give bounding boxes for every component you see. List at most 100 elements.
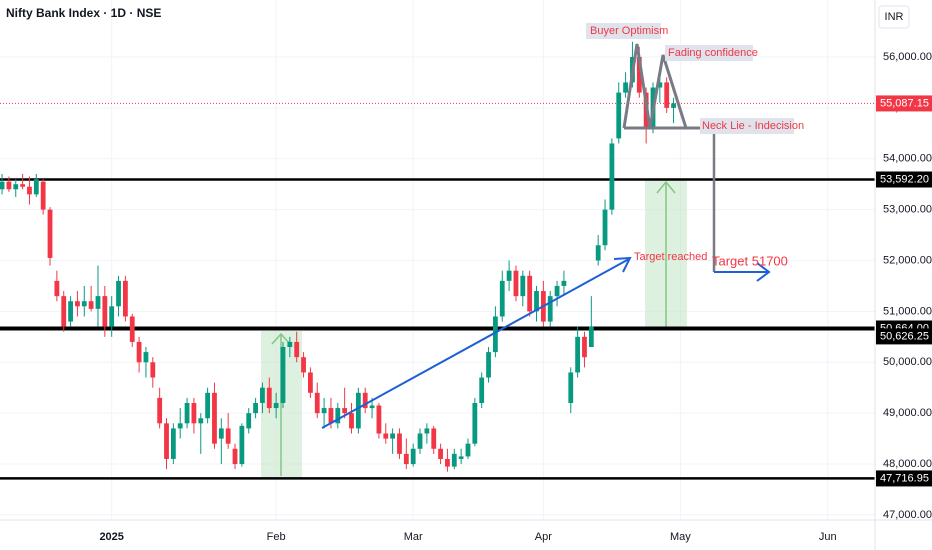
candle-body xyxy=(27,186,32,195)
y-tick-label: 52,000.00 xyxy=(883,254,932,266)
x-tick-label: 2025 xyxy=(99,531,123,543)
candle-body xyxy=(410,448,416,465)
candle-body xyxy=(287,341,293,348)
annotation-box xyxy=(586,23,661,39)
candle-body xyxy=(417,433,423,449)
candle-body xyxy=(376,405,382,434)
candle-body xyxy=(68,301,73,322)
candle-body xyxy=(54,280,60,297)
candle-body xyxy=(383,433,389,439)
candle-body xyxy=(20,184,26,187)
candle-body xyxy=(47,209,53,258)
y-tick-label: 51,000.00 xyxy=(883,305,932,317)
candle-body xyxy=(561,280,567,286)
candle-body xyxy=(164,423,169,459)
y-tick-label: 56,000.00 xyxy=(883,51,932,63)
candle-body xyxy=(506,270,512,281)
price-tag xyxy=(876,470,932,487)
candle-body xyxy=(191,402,197,424)
candle-body xyxy=(623,82,628,93)
trend-arrow xyxy=(321,258,630,429)
annotation-box xyxy=(700,118,794,134)
annotation: Buyer Optimism xyxy=(590,25,668,37)
candle-body xyxy=(609,143,615,210)
candle-body xyxy=(328,408,334,424)
candle-body xyxy=(102,296,108,327)
candle-body xyxy=(458,456,464,459)
candle-body xyxy=(349,413,354,429)
candle-body xyxy=(177,423,183,429)
trend-arrow-head xyxy=(613,256,632,273)
projection-arrow-head xyxy=(271,332,291,345)
candle-body xyxy=(136,341,142,363)
candle-body xyxy=(321,408,327,414)
candle-body xyxy=(266,387,272,409)
candle-body xyxy=(239,425,245,465)
candle-body xyxy=(499,280,505,317)
candle-body xyxy=(493,316,498,353)
y-tick-label: 54,000.00 xyxy=(883,153,932,165)
annotation: Fading confidence xyxy=(668,47,758,59)
candle-body xyxy=(362,392,368,409)
x-tick-label: May xyxy=(670,531,691,543)
candle-body xyxy=(129,316,135,342)
y-tick-label: 47,000.00 xyxy=(883,509,932,521)
x-tick-label: Mar xyxy=(404,531,423,543)
candle-body xyxy=(122,280,128,317)
candle-body xyxy=(314,392,320,414)
candle-body xyxy=(671,103,676,108)
candle-body xyxy=(198,418,204,424)
candle-body xyxy=(588,326,594,348)
candle-body xyxy=(212,392,217,444)
price-tag-label: 50,626.25 xyxy=(880,330,929,342)
candle-body xyxy=(205,392,211,419)
candles xyxy=(0,41,676,472)
candle-body xyxy=(595,245,601,261)
candle-body xyxy=(513,270,519,297)
candle-body xyxy=(170,428,176,459)
price-tag-label: 55,087.15 xyxy=(880,97,929,109)
candle-body xyxy=(390,433,396,439)
x-tick-label: Feb xyxy=(267,531,286,543)
candle-body xyxy=(184,402,190,424)
y-tick-label: 48,000.00 xyxy=(883,458,932,470)
candle-body xyxy=(403,453,409,465)
candle-body xyxy=(472,402,478,444)
candle-body xyxy=(568,372,574,403)
candle-body xyxy=(486,352,491,378)
candle-body xyxy=(657,82,663,88)
candle-body xyxy=(301,357,306,373)
y-tick-label: 53,000.00 xyxy=(883,204,932,216)
candle-body xyxy=(602,209,608,246)
grid xyxy=(0,0,875,520)
candle-body xyxy=(40,181,46,210)
annotation: Target 51700 xyxy=(712,253,788,268)
candle-body xyxy=(355,392,361,429)
price-tag xyxy=(876,328,932,345)
candle-body xyxy=(547,296,553,322)
axes: 47,000.00 48,000.00 49,000.00 50,000.00 51,0… xyxy=(99,51,932,543)
candle-body xyxy=(150,362,156,378)
candle-body xyxy=(397,433,402,454)
candle-body xyxy=(225,428,231,444)
candle-body xyxy=(116,280,121,307)
candle-body xyxy=(554,285,560,297)
candle-body xyxy=(342,408,348,414)
candle-body xyxy=(438,448,443,459)
candle-body xyxy=(109,306,115,327)
candle-body xyxy=(218,428,224,439)
chart-title: Nifty Bank Index · 1D · NSE xyxy=(6,6,161,20)
levels xyxy=(0,102,875,480)
candle-body xyxy=(6,181,12,190)
candle-body xyxy=(246,413,252,429)
candle-body xyxy=(616,92,622,139)
candle-body xyxy=(232,448,238,465)
annotation: Neck Lie - Indecision xyxy=(702,120,804,132)
price-tag-label: 47,716.95 xyxy=(880,472,929,484)
price-tag xyxy=(876,95,932,112)
candle-body xyxy=(157,397,163,424)
candle-body xyxy=(61,296,67,327)
candle-body xyxy=(575,336,581,373)
